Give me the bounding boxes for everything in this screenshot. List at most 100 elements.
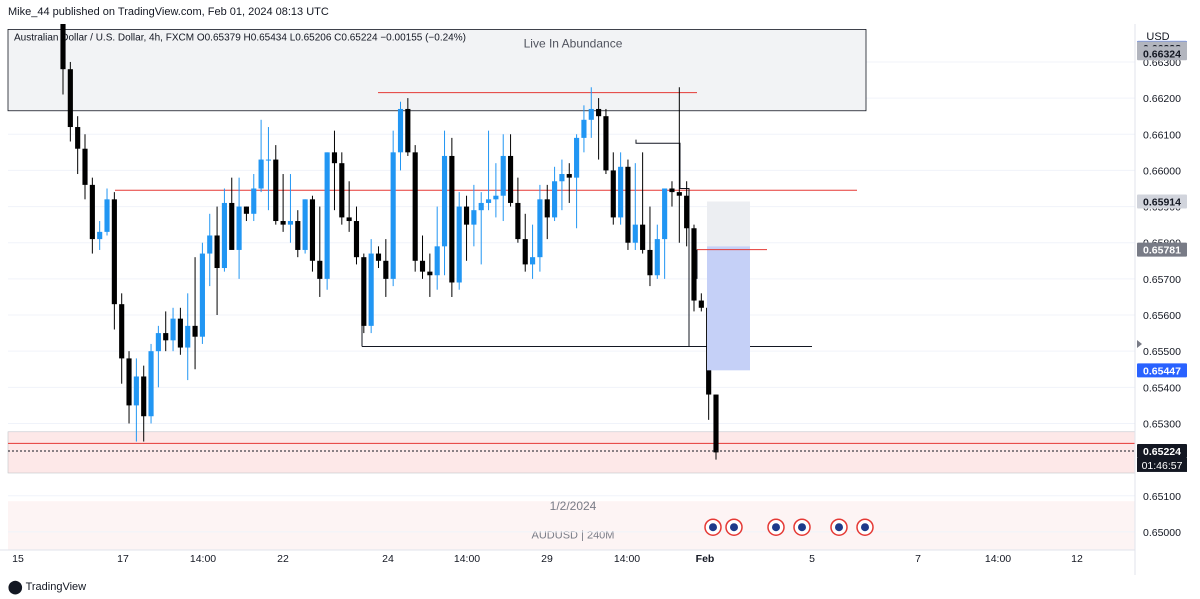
price-label-text: 0.65447 <box>1143 365 1181 377</box>
time-tick-label: 14:00 <box>454 553 480 565</box>
candle-body <box>119 304 125 359</box>
time-tick-label: 29 <box>541 553 553 565</box>
candle-body <box>500 155 506 196</box>
candle-body <box>522 239 528 265</box>
candle-body <box>104 199 110 232</box>
candle-body <box>214 235 220 269</box>
chart-area[interactable]: 1/2/2024 AUDUSD | 240M Live In Abundance A… <box>0 24 1200 575</box>
stop-zone <box>707 201 750 247</box>
candle-body <box>141 376 147 417</box>
overlay-layer <box>8 201 1135 536</box>
price-label-text: 0.65224 <box>1143 446 1181 458</box>
price-tick-label: 0.65500 <box>1143 346 1181 358</box>
candle-body <box>640 224 646 250</box>
candle-body <box>75 127 81 149</box>
candle-body <box>251 188 257 214</box>
time-axis[interactable]: 15 17 14:00 22 24 14:00 29 14:00 Feb 5 7 14:00 12 <box>0 549 1135 565</box>
time-tick-label: 15 <box>12 553 24 565</box>
candle-body <box>60 24 66 70</box>
candle-body <box>507 155 514 203</box>
price-label-badge <box>1137 194 1187 209</box>
candle-body <box>177 318 183 348</box>
candle-body <box>618 166 624 218</box>
candle-layer <box>60 24 719 460</box>
event-flag-icon <box>730 523 738 532</box>
time-tick-label: 24 <box>382 553 394 565</box>
candle-body <box>441 155 448 247</box>
candle-body <box>221 202 227 269</box>
candle-body <box>662 188 668 240</box>
candle-body <box>133 376 139 406</box>
candle-body <box>111 199 117 305</box>
candle-body <box>287 221 294 225</box>
candle-body <box>199 253 205 337</box>
candle-body <box>243 206 249 214</box>
candle-body <box>485 199 492 203</box>
candle-body <box>405 108 411 153</box>
price-tick-label: 0.66000 <box>1143 165 1181 177</box>
candle-body <box>397 108 404 153</box>
candle-body <box>419 260 426 272</box>
candle-body <box>353 221 360 258</box>
event-flag-icon <box>709 523 717 532</box>
candle-body <box>654 239 660 276</box>
candle-body <box>317 260 323 279</box>
price-label-text: 0.66324 <box>1143 48 1181 60</box>
candle-body <box>368 253 374 326</box>
candle-body <box>265 159 272 161</box>
candle-body <box>339 163 345 218</box>
candle-body <box>478 202 484 211</box>
event-flag-icon <box>798 523 806 532</box>
event-flag-icon <box>835 523 843 532</box>
price-label-badge <box>1137 443 1187 458</box>
candle-body <box>552 181 558 218</box>
candle-body <box>581 119 587 138</box>
candle-body <box>361 257 367 326</box>
candle-body <box>192 325 198 337</box>
candle-body <box>537 199 543 258</box>
candle-body <box>126 358 132 406</box>
candle-body <box>647 249 653 276</box>
time-tick-label: 17 <box>117 553 129 565</box>
price-label-badge <box>1137 363 1187 378</box>
candlestick-chart[interactable]: 1/2/2024 AUDUSD | 240M Live In Abundance A… <box>0 24 1200 575</box>
candle-body <box>346 217 352 222</box>
currency-label: USD <box>1146 31 1169 43</box>
candle-body <box>530 257 536 265</box>
watermark-date: 1/2/2024 <box>550 499 597 513</box>
candle-body <box>229 202 235 250</box>
candle-body <box>566 174 572 178</box>
background-layer: 1/2/2024 AUDUSD | 240M <box>8 499 1135 550</box>
time-tick-label: Feb <box>696 553 715 565</box>
event-flag-icon <box>861 523 869 532</box>
candle-body <box>574 137 580 178</box>
tradingview-logo[interactable]: ⬤ TradingView <box>8 579 86 595</box>
candle-body <box>544 199 550 218</box>
lower-pink-band <box>8 501 1135 550</box>
price-label-text: 0.65914 <box>1143 197 1181 209</box>
time-tick-label: 14:00 <box>190 553 216 565</box>
price-label-badge <box>1137 242 1187 257</box>
supply-zone <box>7 29 867 112</box>
candle-body <box>236 206 242 250</box>
candle-body <box>412 152 418 261</box>
footer-bar: ⬤ TradingView <box>0 575 1200 599</box>
candle-body <box>273 159 279 222</box>
candle-body <box>390 152 396 279</box>
time-tick-label: 12 <box>1071 553 1083 565</box>
candle-body <box>375 253 382 261</box>
price-tick-label: 0.65300 <box>1143 418 1181 430</box>
candle-body <box>331 152 338 164</box>
candle-body <box>302 199 308 250</box>
candle-body <box>471 210 477 225</box>
candle-body <box>588 108 594 120</box>
candle-body <box>258 159 264 189</box>
candle-body <box>185 325 191 348</box>
candle-body <box>295 221 301 250</box>
price-tick-label: 0.65000 <box>1143 527 1181 539</box>
candle-body <box>89 184 95 240</box>
price-label-badge <box>1137 46 1187 61</box>
candle-body <box>713 394 719 453</box>
candle-body <box>309 199 316 261</box>
price-axis[interactable]: USD0.663000.662000.661000.660000.659000.… <box>1134 24 1200 575</box>
